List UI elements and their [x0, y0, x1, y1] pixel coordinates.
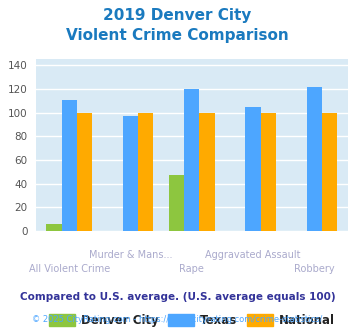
Bar: [200, 113, 215, 231]
Bar: [138, 113, 153, 231]
Text: All Violent Crime: All Violent Crime: [28, 264, 110, 274]
Bar: [46, 224, 61, 231]
Text: © 2025 CityRating.com - https://www.cityrating.com/crime-statistics/: © 2025 CityRating.com - https://www.city…: [32, 315, 323, 324]
Bar: [184, 89, 200, 231]
Text: Robbery: Robbery: [294, 264, 334, 274]
Bar: [261, 113, 276, 231]
Text: Violent Crime Comparison: Violent Crime Comparison: [66, 28, 289, 43]
Bar: [61, 100, 77, 231]
Text: Murder & Mans...: Murder & Mans...: [89, 250, 172, 260]
Bar: [169, 175, 184, 231]
Bar: [307, 86, 322, 231]
Bar: [245, 107, 261, 231]
Bar: [123, 116, 138, 231]
Text: 2019 Denver City: 2019 Denver City: [103, 8, 252, 23]
Text: Rape: Rape: [179, 264, 204, 274]
Text: Compared to U.S. average. (U.S. average equals 100): Compared to U.S. average. (U.S. average …: [20, 292, 335, 302]
Bar: [77, 113, 92, 231]
Text: Aggravated Assault: Aggravated Assault: [205, 250, 301, 260]
Legend: Denver City, Texas, National: Denver City, Texas, National: [44, 309, 339, 330]
Bar: [322, 113, 337, 231]
